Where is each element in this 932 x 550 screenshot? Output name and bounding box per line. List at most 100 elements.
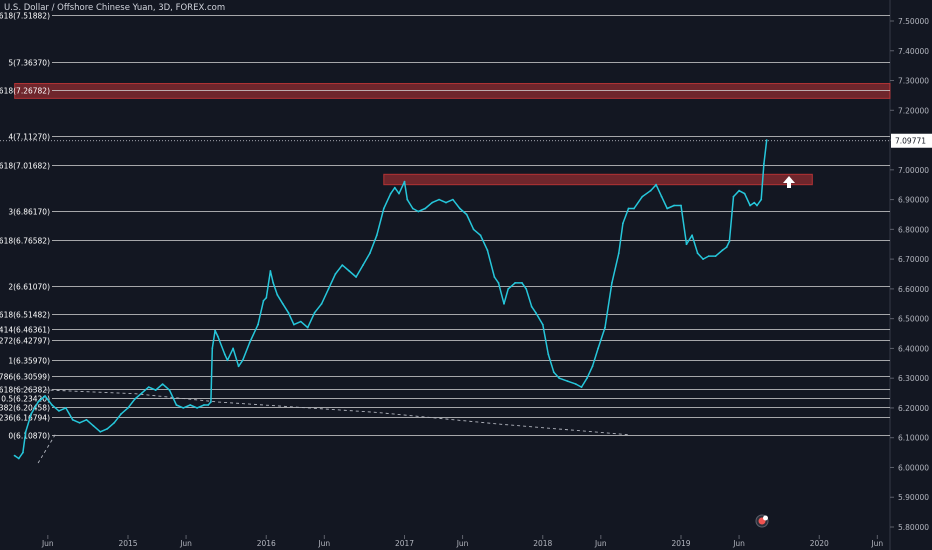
symbol-title: U.S. Dollar / Offshore Chinese Yuan, 3D,… (4, 3, 226, 13)
price-point (749, 204, 751, 207)
fib-level-label: 1.272(6.42797) (0, 337, 50, 346)
price-point (265, 296, 268, 299)
price-point (355, 276, 357, 278)
price-point (649, 189, 652, 192)
y-tick-label: 7.50000 (898, 17, 929, 26)
price-point (655, 183, 657, 186)
fib-level-label: 4(7.11270) (8, 133, 50, 142)
price-point (666, 207, 669, 210)
price-point (431, 201, 434, 204)
price-point (78, 421, 81, 424)
price-point (763, 163, 765, 165)
price-point (237, 365, 240, 368)
x-tick-label: Jun (456, 539, 469, 548)
price-point (633, 207, 635, 210)
x-tick-label: Jun (317, 539, 330, 548)
y-tick-label: 7.00000 (898, 166, 929, 175)
price-point (106, 427, 109, 430)
price-point (17, 457, 20, 460)
price-point (22, 451, 24, 454)
x-tick-label: Jun (41, 539, 54, 548)
fib-level-label: 0.618(6.26382) (0, 386, 50, 395)
y-tick-label: 7.20000 (898, 106, 929, 115)
price-point (521, 282, 523, 284)
price-point (398, 192, 400, 195)
price-point (591, 365, 594, 368)
resistance-zone[interactable] (14, 83, 891, 99)
price-point (196, 407, 199, 409)
price-point (203, 404, 205, 406)
price-point (566, 380, 569, 383)
price-point (189, 404, 192, 406)
price-point (375, 234, 378, 237)
trendline[interactable] (14, 388, 629, 436)
price-point (452, 198, 454, 201)
price-point (691, 234, 693, 237)
fib-level-label: 2.618(6.76582) (0, 237, 50, 246)
price-point (113, 421, 116, 424)
price-point (313, 311, 316, 314)
x-tick-label: Jun (179, 539, 192, 548)
price-point (120, 413, 122, 415)
price-point (417, 210, 420, 213)
price-point (547, 353, 550, 356)
fib-level-label: 0.382(6.20458) (0, 404, 50, 413)
price-point (58, 410, 60, 412)
fib-level-label: 1.618(6.51482) (0, 311, 50, 320)
price-point (458, 207, 461, 210)
price-point (514, 282, 516, 284)
price-point (445, 201, 447, 204)
price-point (486, 249, 489, 252)
price-point (223, 353, 226, 356)
price-point (702, 258, 704, 260)
price-point (622, 222, 624, 225)
fib-level-label: 4.618(7.26782) (0, 87, 50, 96)
y-tick-label: 6.10000 (898, 434, 929, 443)
price-point (660, 195, 663, 198)
price-point (127, 407, 129, 409)
y-tick-label: 5.90000 (898, 493, 929, 502)
price-point (738, 189, 740, 192)
x-tick-label: 2018 (533, 539, 552, 548)
price-point (604, 326, 606, 329)
price-point (85, 418, 88, 421)
price-point (617, 252, 620, 255)
y-tick-label: 6.50000 (898, 315, 929, 324)
fib-level-label: 5.618(7.51882) (0, 12, 50, 21)
price-point (37, 401, 39, 403)
resistance-zone[interactable] (383, 173, 813, 186)
price-point (281, 302, 284, 305)
x-tick-label: Jun (870, 539, 883, 548)
price-point (175, 404, 178, 406)
price-point (472, 228, 475, 231)
price-point (389, 192, 392, 195)
x-tick-label: Jun (594, 539, 607, 548)
y-tick-label: 6.70000 (898, 255, 929, 264)
fib-level-label: 0.786(6.30599) (0, 373, 50, 382)
price-point (753, 201, 756, 204)
price-point (541, 323, 544, 326)
price-point (262, 299, 265, 302)
price-point (382, 207, 385, 210)
x-tick-label: 2017 (395, 539, 414, 548)
price-point (168, 389, 171, 391)
price-point (580, 386, 583, 388)
resistance-zones (14, 83, 891, 186)
price-point (207, 404, 210, 406)
price-point (707, 255, 710, 257)
price-point (71, 418, 74, 421)
price-point (44, 395, 46, 397)
price-point (182, 407, 185, 409)
price-point (369, 252, 371, 255)
price-series (13, 139, 768, 460)
flag-icon[interactable] (755, 514, 769, 528)
up-arrow-icon[interactable] (783, 176, 795, 188)
fib-level-label: 2(6.61070) (8, 283, 50, 292)
price-point (287, 311, 290, 314)
price-point (721, 249, 724, 252)
price-point (99, 430, 102, 433)
price-point (393, 186, 396, 189)
price-point (597, 347, 599, 350)
price-point (30, 413, 33, 415)
